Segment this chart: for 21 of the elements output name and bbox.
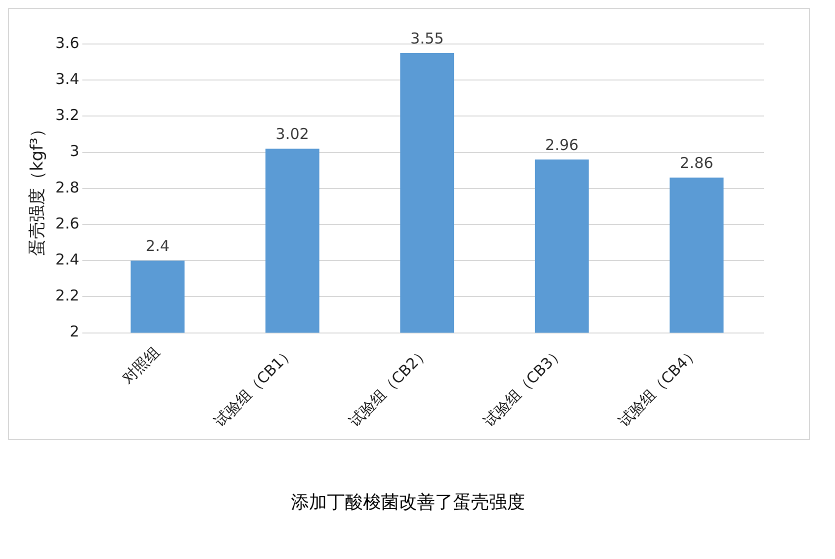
y-tick-label: 3 [70, 142, 80, 160]
data-label: 2.96 [545, 136, 579, 154]
y-tick-label: 2 [70, 322, 80, 341]
data-label: 2.86 [680, 154, 714, 172]
x-tick-label: 试验组（CB3） [480, 343, 568, 430]
x-tick-label: 试验组（CB4） [615, 343, 702, 430]
y-tick-label: 2.6 [55, 214, 80, 232]
data-label: 3.55 [410, 29, 444, 48]
x-tick-label: 试验组（CB2） [346, 343, 433, 430]
y-axis-title: 蛋壳强度（kgf³） [28, 120, 48, 256]
data-label: 3.02 [276, 125, 310, 144]
y-tick-label: 2.4 [55, 250, 80, 268]
y-tick-label: 3.6 [55, 34, 80, 52]
y-tick-label: 2.2 [55, 286, 80, 305]
data-label: 2.4 [146, 236, 170, 255]
text: 添加丁酸梭菌改善了蛋壳强度 [290, 491, 526, 514]
x-tick-label: 对照组 [118, 343, 164, 388]
y-tick-label: 3.2 [55, 106, 80, 124]
y-tick-label: 3.4 [55, 70, 80, 88]
y-tick-label: 2.8 [55, 178, 80, 196]
x-tick-label: 试验组（CB1） [210, 343, 298, 430]
